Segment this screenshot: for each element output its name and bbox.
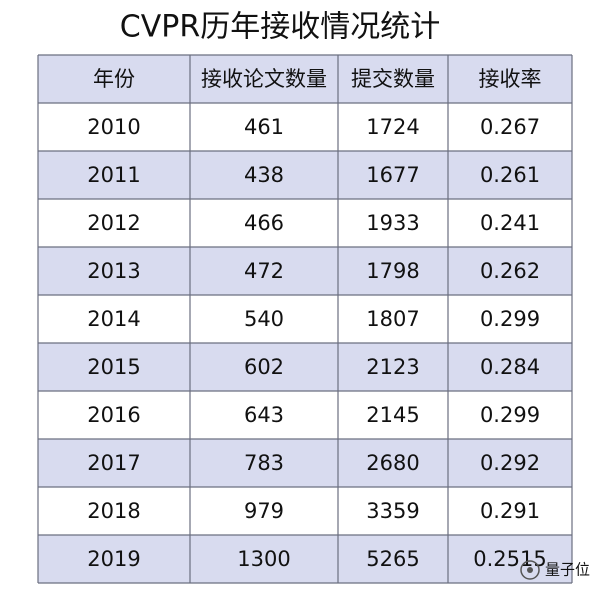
- table-cell: 2015: [87, 355, 140, 379]
- table-cell: 2012: [87, 211, 140, 235]
- header-row: [38, 55, 572, 103]
- table-cell: 2145: [366, 403, 419, 427]
- table-row: [38, 487, 572, 535]
- table-cell: 2019: [87, 547, 140, 571]
- watermark: 量子位: [520, 560, 590, 580]
- table-cell: 0.262: [480, 259, 540, 283]
- table-row: [38, 439, 572, 487]
- table-cell: 2680: [366, 451, 419, 475]
- table-row: [38, 295, 572, 343]
- header-cell: 提交数量: [351, 67, 435, 91]
- table-cell: 2010: [87, 115, 140, 139]
- table-cell: 2013: [87, 259, 140, 283]
- table-cell: 1798: [366, 259, 419, 283]
- header-cell: 接收论文数量: [201, 67, 327, 91]
- table-cell: 1933: [366, 211, 419, 235]
- table-cell: 1677: [366, 163, 419, 187]
- table-cell: 979: [244, 499, 284, 523]
- table-cell: 5265: [366, 547, 419, 571]
- watermark-text: 量子位: [545, 561, 590, 579]
- table-cell: 540: [244, 307, 284, 331]
- table-row: [38, 199, 572, 247]
- header-cell: 年份: [93, 67, 135, 91]
- table-cell: 466: [244, 211, 284, 235]
- table-row: [38, 103, 572, 151]
- table-cell: 0.241: [480, 211, 540, 235]
- table-row: [38, 391, 572, 439]
- table-cell: 2018: [87, 499, 140, 523]
- table-cell: 2123: [366, 355, 419, 379]
- table-cell: 0.291: [480, 499, 540, 523]
- table-cell: 2017: [87, 451, 140, 475]
- table-cell: 783: [244, 451, 284, 475]
- table-row: [38, 535, 572, 583]
- table-cell: 602: [244, 355, 284, 379]
- table-cell: 0.284: [480, 355, 540, 379]
- table-cell: 1807: [366, 307, 419, 331]
- table-cell: 0.299: [480, 307, 540, 331]
- table-cell: 0.267: [480, 115, 540, 139]
- table-cell: 2011: [87, 163, 140, 187]
- watermark-icon-dot: [527, 567, 533, 573]
- table-cell: 2014: [87, 307, 140, 331]
- table-cell: 1724: [366, 115, 419, 139]
- header-cell: 接收率: [479, 67, 542, 91]
- title: CVPR历年接收情况统计: [120, 10, 440, 45]
- table-cell: 1300: [237, 547, 290, 571]
- table-row: [38, 151, 572, 199]
- table-row: [38, 247, 572, 295]
- table-cell: 0.299: [480, 403, 540, 427]
- table-cell: 3359: [366, 499, 419, 523]
- table-cell: 0.2515: [473, 547, 546, 571]
- table: 年份 接收论文数量 提交数量 接收率 2010 461 1724 0.267 2011 438 16…: [37, 54, 573, 584]
- table-cell: 643: [244, 403, 284, 427]
- table-cell: 0.261: [480, 163, 540, 187]
- table-cell: 472: [244, 259, 284, 283]
- table-cell: 2016: [87, 403, 140, 427]
- table-cell: 461: [244, 115, 284, 139]
- table-cell: 438: [244, 163, 284, 187]
- table-row: [38, 343, 572, 391]
- watermark-icon: [520, 560, 540, 580]
- table-cell: 0.292: [480, 451, 540, 475]
